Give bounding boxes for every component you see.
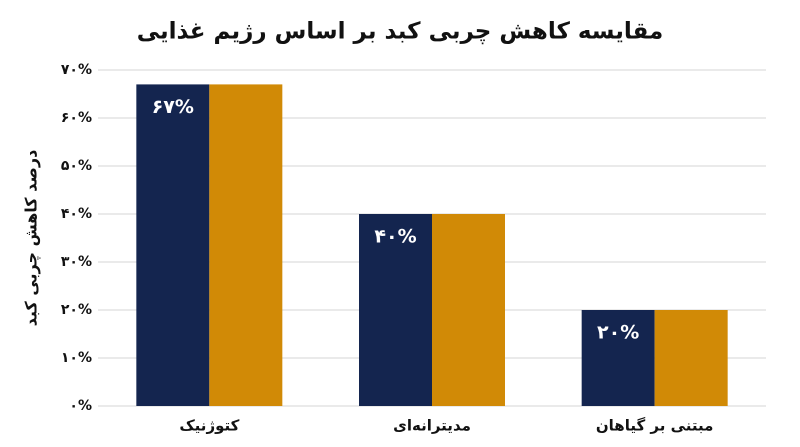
y-tick-label: ۱۰%: [61, 350, 92, 366]
y-tick-label: ۳۰%: [61, 254, 92, 270]
y-tick-label: ۵۰%: [61, 158, 92, 174]
y-tick-label: ۲۰%: [61, 302, 92, 318]
value-label: ۲۰%: [597, 322, 639, 344]
x-tick-label: کتوژنیک: [179, 417, 239, 435]
bar: [581, 310, 655, 406]
bar: [136, 84, 210, 407]
x-tick-label: مدیترانه‌ای: [393, 417, 471, 435]
bar: [654, 310, 728, 406]
value-label: ۴۰%: [374, 226, 416, 248]
x-tick-label: مبتنی بر گیاهان: [596, 417, 714, 435]
bar: [432, 214, 505, 406]
chart-title: مقایسه کاهش چربی کبد بر اساس رژیم غذایی: [137, 19, 664, 45]
y-axis-label: درصد کاهش چربی کبد: [22, 150, 42, 327]
y-tick-label: ۶۰%: [61, 110, 92, 126]
bar: [359, 214, 432, 406]
y-tick-label: ۰%: [69, 398, 92, 414]
y-tick-label: ۴۰%: [61, 206, 92, 222]
value-label: ۶۷%: [152, 96, 194, 118]
bar: [209, 84, 283, 407]
y-tick-label: ۷۰%: [61, 62, 92, 78]
